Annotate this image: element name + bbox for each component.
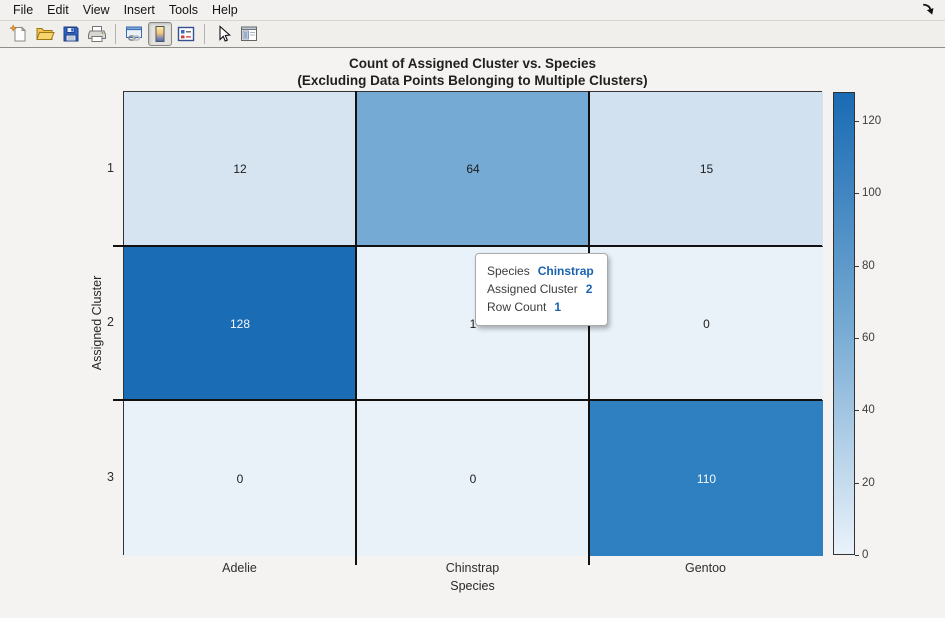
menu-tools[interactable]: Tools: [168, 3, 199, 17]
save-figure-button[interactable]: [59, 22, 83, 46]
heatmap-cell-2-adelie[interactable]: 128: [124, 247, 357, 401]
dock-arrow-icon: [921, 2, 935, 19]
heatmap-cell-3-chinstrap[interactable]: 0: [357, 401, 590, 556]
highlight-column-tick: [588, 555, 590, 565]
insert-legend-button[interactable]: [174, 22, 198, 46]
datatip-label: Species: [487, 264, 530, 278]
link-plot-button[interactable]: [122, 22, 146, 46]
show-plot-tools-button[interactable]: [237, 22, 261, 46]
arrow-cursor-icon: [213, 24, 233, 44]
colorbar-tick: [855, 120, 859, 122]
datatip-line: Species Chinstrap: [487, 262, 594, 280]
datatip-label: Assigned Cluster: [487, 282, 578, 296]
menu-insert[interactable]: Insert: [123, 3, 155, 17]
colorbar-tick-label-0: 0: [862, 549, 869, 561]
dock-figure-button[interactable]: [919, 2, 937, 18]
heatmap-cell-1-adelie[interactable]: 12: [124, 92, 357, 247]
heatmap: 12 64 15 128 1 0 0 0 110: [123, 91, 823, 556]
datatip-value: Chinstrap: [537, 264, 594, 278]
datatip-line: Row Count 1: [487, 298, 594, 316]
colorbar-tick: [855, 265, 859, 267]
plot-browser-icon: [239, 24, 259, 44]
chart-title: Count of Assigned Cluster vs. Species (E…: [123, 55, 822, 89]
heatmap-cell-1-gentoo[interactable]: 15: [590, 92, 823, 247]
toolbar-separator: [204, 24, 205, 44]
colorbar-tick-label-60: 60: [862, 331, 875, 344]
datatip-line: Assigned Cluster 2: [487, 280, 594, 298]
y-tick-label-2: 2: [107, 315, 114, 329]
legend-box-icon: [176, 24, 196, 44]
datatip-value: 2: [585, 282, 593, 296]
datatip-label: Row Count: [487, 300, 547, 314]
toolbar-separator: [115, 24, 116, 44]
open-folder-icon: [35, 24, 55, 44]
y-tick-label-1: 1: [107, 160, 114, 175]
colorbar-tick-label-20: 20: [862, 476, 875, 489]
heatmap-cell-3-adelie[interactable]: 0: [124, 401, 357, 556]
colorbar-tick: [855, 193, 859, 195]
x-axis-label: Species: [450, 579, 495, 593]
new-figure-button[interactable]: [7, 22, 31, 46]
figure-canvas: Count of Assigned Cluster vs. Species (E…: [0, 48, 945, 618]
colorbar-tick: [855, 555, 859, 556]
highlight-row-tick: [113, 245, 123, 247]
save-floppy-icon: [61, 24, 81, 44]
colorbar-gradient-icon: [150, 24, 170, 44]
menu-edit[interactable]: Edit: [47, 3, 69, 17]
print-figure-button[interactable]: [85, 22, 109, 46]
x-tick-label-chinstrap: Chinstrap: [445, 561, 500, 575]
y-tick-label-3: 3: [107, 469, 114, 484]
highlight-row-tick: [113, 399, 123, 401]
colorbar-tick: [855, 410, 859, 412]
colorbar: [833, 92, 855, 555]
colorbar-tick-label-100: 100: [862, 187, 882, 200]
colorbar-tick-label-40: 40: [862, 404, 875, 417]
tool-bar: [0, 21, 945, 48]
heatmap-cell-2-gentoo[interactable]: 0: [590, 247, 823, 401]
edit-plot-button[interactable]: [211, 22, 235, 46]
menu-bar: File Edit View Insert Tools Help: [0, 0, 945, 21]
new-document-icon: [9, 24, 29, 44]
chart-title-line1: Count of Assigned Cluster vs. Species: [348, 56, 597, 71]
datatip: Species Chinstrap Assigned Cluster 2 Row Cou…: [475, 253, 608, 326]
heatmap-cell-3-gentoo[interactable]: 110: [590, 401, 823, 556]
open-file-button[interactable]: [33, 22, 57, 46]
colorbar-tick-label-80: 80: [862, 259, 875, 272]
highlight-row-line: [123, 399, 822, 401]
colorbar-tick: [855, 337, 859, 339]
link-window-icon: [124, 24, 144, 44]
highlight-column-tick: [355, 555, 357, 565]
menu-file[interactable]: File: [13, 3, 34, 17]
colorbar-tick-label-120: 120: [862, 114, 882, 127]
insert-colorbar-button[interactable]: [148, 22, 172, 46]
highlight-column-line: [355, 91, 357, 555]
highlight-row-line: [123, 245, 822, 247]
chart-title-line2: (Excluding Data Points Belonging to Mult…: [297, 73, 648, 88]
datatip-value: 1: [554, 300, 562, 314]
x-tick-label-gentoo: Gentoo: [684, 561, 726, 575]
x-tick-label-adelie: Adelie: [222, 561, 257, 575]
menu-help[interactable]: Help: [212, 3, 238, 17]
heatmap-cell-1-chinstrap[interactable]: 64: [357, 92, 590, 247]
menu-view[interactable]: View: [82, 3, 110, 17]
printer-icon: [87, 24, 107, 44]
colorbar-tick: [855, 482, 859, 484]
